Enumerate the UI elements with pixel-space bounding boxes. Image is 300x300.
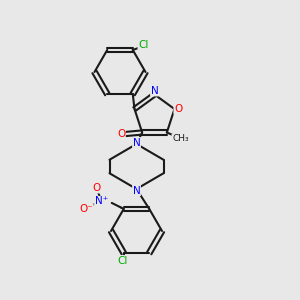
Text: Cl: Cl bbox=[138, 40, 148, 50]
Text: N: N bbox=[133, 137, 140, 148]
Text: CH₃: CH₃ bbox=[172, 134, 189, 143]
Text: O: O bbox=[117, 129, 125, 139]
Text: O⁻: O⁻ bbox=[80, 204, 93, 214]
Text: O: O bbox=[174, 104, 182, 114]
Text: O: O bbox=[93, 183, 101, 193]
Text: N: N bbox=[133, 185, 140, 196]
Text: Cl: Cl bbox=[117, 256, 128, 266]
Text: N⁺: N⁺ bbox=[94, 196, 108, 206]
Text: N: N bbox=[151, 86, 158, 96]
